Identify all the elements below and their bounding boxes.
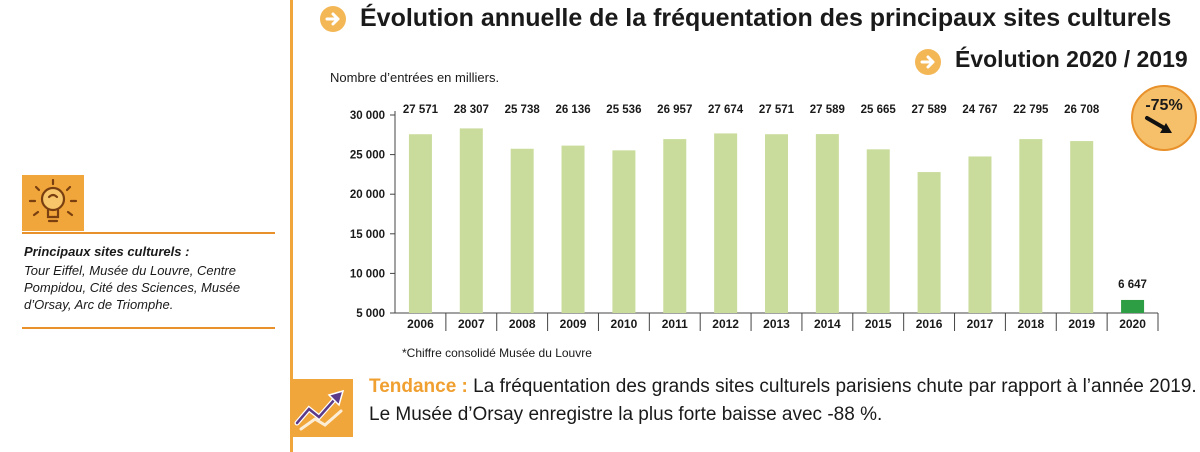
data-label: 25 665 [861, 104, 897, 116]
x-tick-label: 2010 [611, 317, 638, 331]
data-label: 26 708 [1064, 104, 1100, 116]
sidebar-line: Tour Eiffel, Musée du Louvre, Centre [24, 263, 236, 278]
data-label: 27 571 [759, 104, 795, 116]
bar [459, 128, 483, 313]
x-tick-label: 2016 [916, 317, 943, 331]
trend-line-1: La fréquentation des grands sites cultur… [467, 376, 1197, 397]
bar [917, 172, 941, 313]
data-label: 26 957 [657, 104, 692, 116]
sidebar-line: d’Orsay, Arc de Triomphe. [24, 297, 174, 312]
y-tick-label: 15 000 [350, 229, 385, 241]
vertical-divider [290, 0, 293, 452]
arrow-down-right-icon [1144, 113, 1176, 142]
bar [866, 149, 890, 313]
bar [663, 139, 687, 313]
sidebar-text: Tour Eiffel, Musée du Louvre, Centre Pom… [24, 262, 279, 313]
change-badge [1131, 85, 1197, 151]
bar [968, 156, 992, 313]
x-tick-label: 2015 [865, 317, 892, 331]
data-label: 25 738 [505, 104, 541, 116]
trend-icon [291, 379, 353, 437]
bar [561, 145, 585, 313]
footnote: *Chiffre consolidé Musée du Louvre [402, 346, 592, 360]
arrow-right-icon [915, 49, 941, 75]
bar-chart: 5 000 10 000 15 000 20 000 25 000 30 000 27 57… [350, 104, 1159, 331]
data-label: 24 767 [962, 104, 997, 116]
bar [612, 150, 636, 313]
x-tick-label: 2008 [509, 317, 536, 331]
data-label: 22 795 [1013, 104, 1049, 116]
data-label: 28 307 [454, 104, 489, 116]
trend-text: Tendance : La fréquentation des grands s… [369, 376, 1197, 398]
bar [408, 134, 432, 313]
x-tick-label: 2012 [712, 317, 739, 331]
y-tick-label: 20 000 [350, 189, 385, 201]
divider [22, 327, 275, 329]
x-tick-label: 2020 [1119, 317, 1146, 331]
x-tick-label: 2014 [814, 317, 841, 331]
sidebar-title: Principaux sites culturels : [24, 244, 190, 259]
bar [765, 134, 788, 313]
data-label: 6 647 [1118, 279, 1147, 291]
x-tick-label: 2013 [763, 317, 790, 331]
divider [22, 232, 275, 234]
x-tick-label: 2006 [407, 317, 434, 331]
change-badge-label: -75% [1145, 97, 1183, 114]
x-tick-label: 2009 [560, 317, 587, 331]
sidebar-line: Pompidou, Cité des Sciences, Musée [24, 280, 241, 295]
y-tick-label: 10 000 [350, 268, 385, 280]
data-label: 26 136 [555, 104, 590, 116]
y-tick-label: 5 000 [356, 308, 385, 320]
page-title: Évolution annuelle de la fréquentation d… [360, 4, 1172, 32]
trend-line-2: Le Musée d’Orsay enregistre la plus fort… [369, 404, 883, 425]
bar [815, 134, 839, 313]
bar [1019, 139, 1043, 313]
x-tick-label: 2019 [1068, 317, 1095, 331]
data-label: 27 571 [403, 104, 439, 116]
lightbulb-icon [22, 175, 84, 231]
data-label: 25 536 [606, 104, 641, 116]
x-tick-label: 2018 [1017, 317, 1044, 331]
data-label: 27 589 [912, 104, 947, 116]
x-tick-label: 2017 [967, 317, 994, 331]
subtitle: Évolution 2020 / 2019 [955, 46, 1188, 72]
trend-label: Tendance : [369, 376, 468, 397]
bar [1070, 141, 1094, 313]
bar [714, 133, 738, 313]
y-tick-label: 30 000 [350, 110, 385, 122]
x-tick-label: 2007 [458, 317, 485, 331]
axis-unit-label: Nombre d’entrées en milliers. [330, 70, 500, 85]
bar [1121, 299, 1145, 313]
bar [510, 148, 534, 313]
arrow-right-icon [320, 6, 346, 32]
data-label: 27 589 [810, 104, 845, 116]
x-tick-label: 2011 [662, 317, 688, 331]
data-label: 27 674 [708, 104, 744, 116]
y-tick-label: 25 000 [350, 150, 385, 162]
